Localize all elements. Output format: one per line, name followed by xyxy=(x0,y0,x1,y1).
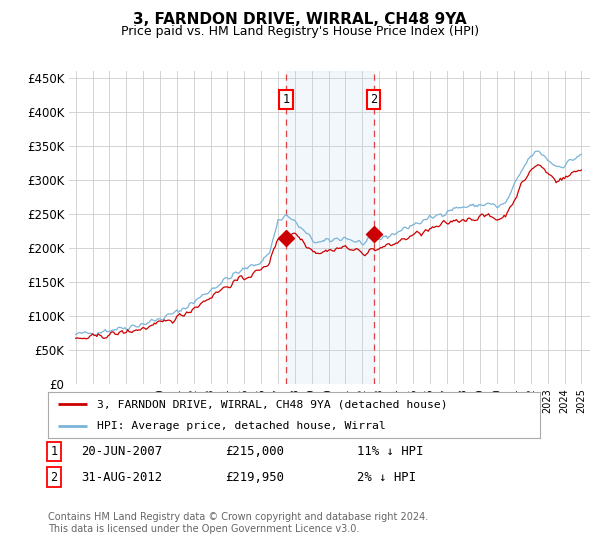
Text: 2: 2 xyxy=(370,93,377,106)
Text: 31-AUG-2012: 31-AUG-2012 xyxy=(81,470,162,484)
Text: 20-JUN-2007: 20-JUN-2007 xyxy=(81,445,162,458)
Bar xyxy=(286,71,374,384)
Text: 2% ↓ HPI: 2% ↓ HPI xyxy=(357,470,416,484)
Text: Contains HM Land Registry data © Crown copyright and database right 2024.
This d: Contains HM Land Registry data © Crown c… xyxy=(48,512,428,534)
Text: 3, FARNDON DRIVE, WIRRAL, CH48 9YA: 3, FARNDON DRIVE, WIRRAL, CH48 9YA xyxy=(133,12,467,27)
Text: Price paid vs. HM Land Registry's House Price Index (HPI): Price paid vs. HM Land Registry's House … xyxy=(121,25,479,38)
Text: HPI: Average price, detached house, Wirral: HPI: Average price, detached house, Wirr… xyxy=(97,421,386,431)
Text: 2: 2 xyxy=(50,470,58,484)
Text: 1: 1 xyxy=(283,93,289,106)
Text: 11% ↓ HPI: 11% ↓ HPI xyxy=(357,445,424,458)
Text: 1: 1 xyxy=(50,445,58,458)
Text: 3, FARNDON DRIVE, WIRRAL, CH48 9YA (detached house): 3, FARNDON DRIVE, WIRRAL, CH48 9YA (deta… xyxy=(97,399,448,409)
Text: £215,000: £215,000 xyxy=(225,445,284,458)
Text: £219,950: £219,950 xyxy=(225,470,284,484)
